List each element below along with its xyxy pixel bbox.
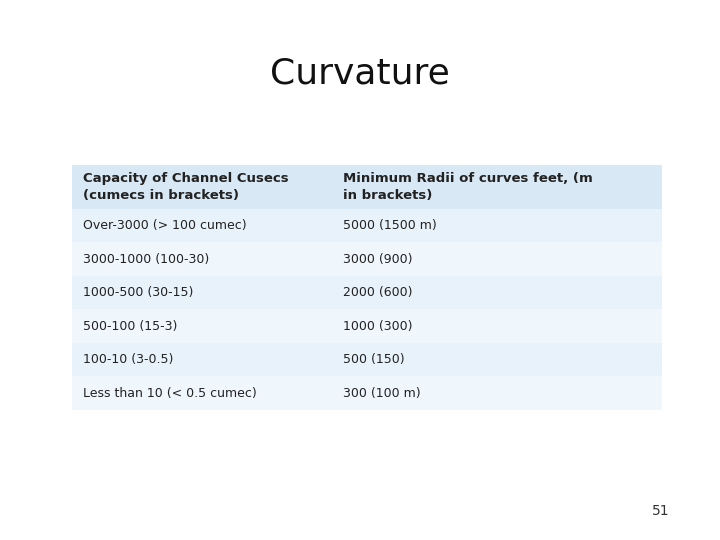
Text: 3000-1000 (100-30): 3000-1000 (100-30) — [83, 253, 209, 266]
Text: 500 (150): 500 (150) — [343, 353, 404, 366]
Text: 1000-500 (30-15): 1000-500 (30-15) — [83, 286, 193, 299]
Text: 100-10 (3-0.5): 100-10 (3-0.5) — [83, 353, 174, 366]
Text: 300 (100 m): 300 (100 m) — [343, 387, 420, 400]
Text: 5000 (1500 m): 5000 (1500 m) — [343, 219, 436, 232]
Text: Curvature: Curvature — [270, 57, 450, 91]
Text: Minimum Radii of curves feet, (m
in brackets): Minimum Radii of curves feet, (m in brac… — [343, 172, 593, 202]
Text: Capacity of Channel Cusecs
(cumecs in brackets): Capacity of Channel Cusecs (cumecs in br… — [83, 172, 289, 202]
Text: 3000 (900): 3000 (900) — [343, 253, 412, 266]
Text: 500-100 (15-3): 500-100 (15-3) — [83, 320, 177, 333]
Text: Less than 10 (< 0.5 cumec): Less than 10 (< 0.5 cumec) — [83, 387, 256, 400]
Text: 2000 (600): 2000 (600) — [343, 286, 412, 299]
Text: 1000 (300): 1000 (300) — [343, 320, 412, 333]
Text: 51: 51 — [652, 504, 670, 518]
Text: Over-3000 (> 100 cumec): Over-3000 (> 100 cumec) — [83, 219, 246, 232]
